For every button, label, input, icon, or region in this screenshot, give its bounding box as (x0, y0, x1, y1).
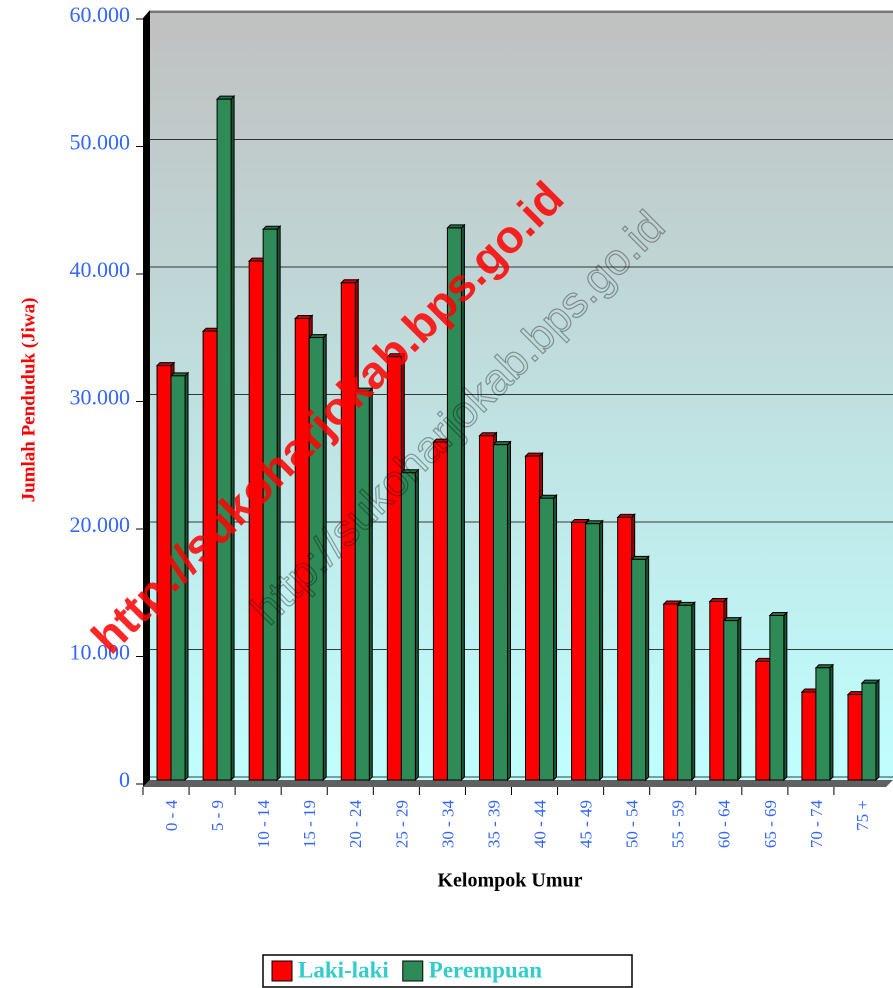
bar-front (525, 455, 541, 781)
y-tick-label: 0 (119, 767, 130, 792)
y-tick-label: 50.000 (70, 130, 131, 155)
bar (584, 519, 604, 782)
bar-front (677, 604, 693, 781)
x-tick-label: 35 - 39 (484, 800, 503, 848)
bar (630, 555, 650, 782)
bar (768, 611, 789, 782)
x-tick-label: 10 - 14 (254, 800, 273, 849)
bar-front (539, 497, 555, 781)
x-tick-label: 75 + (853, 800, 872, 831)
legend-label: Laki-laki (298, 957, 389, 982)
bar-front (308, 337, 324, 781)
bar-front (571, 521, 587, 781)
legend-label: Perempuan (429, 957, 543, 982)
y-tick-label: 60.000 (70, 2, 131, 27)
y-tick-label: 10.000 (70, 640, 131, 665)
bar-front (755, 660, 771, 781)
x-tick-label: 30 - 34 (438, 800, 457, 849)
bar-front (478, 435, 494, 781)
bar-front (631, 558, 647, 781)
bar (860, 678, 881, 782)
bar (814, 663, 835, 782)
bar-front (815, 667, 831, 781)
legend-swatch (402, 960, 424, 982)
y-axis-label: Jumlah Penduduk (Jiwa) (18, 298, 39, 503)
bar-front (861, 682, 877, 781)
x-tick-label: 55 - 59 (669, 800, 688, 848)
x-tick-label: 5 - 9 (208, 800, 227, 831)
bar-front (400, 472, 416, 781)
bar (308, 333, 328, 782)
x-tick-label: 60 - 64 (715, 800, 734, 849)
bar-front (847, 694, 863, 781)
y-tick-label: 20.000 (70, 512, 131, 537)
bar-front (386, 356, 402, 781)
bar-front (170, 375, 186, 781)
side-wall (143, 10, 150, 787)
x-tick-label: 15 - 19 (300, 800, 319, 848)
bar (722, 616, 742, 782)
bar-front (262, 228, 278, 781)
bar (169, 371, 190, 782)
x-axis-label: Kelompok Umur (438, 870, 583, 892)
bar-front (617, 516, 633, 781)
bar-front (432, 441, 448, 781)
x-tick-label: 40 - 44 (530, 800, 549, 849)
y-tick-label: 40.000 (70, 257, 131, 282)
x-tick-label: 70 - 74 (807, 800, 826, 849)
bar (354, 386, 374, 782)
bar (676, 601, 696, 782)
bar-front (769, 615, 785, 781)
bar (538, 494, 558, 782)
bar (492, 440, 512, 782)
bar (261, 224, 282, 782)
bar-front (723, 620, 739, 781)
bar-front (585, 523, 601, 781)
legend-swatch (271, 960, 293, 982)
x-tick-label: 45 - 49 (577, 800, 596, 848)
bar-front (354, 390, 370, 781)
bar-front (709, 601, 725, 781)
bar-front (216, 98, 232, 781)
x-tick-label: 0 - 4 (162, 800, 181, 832)
x-tick-label: 65 - 69 (761, 800, 780, 848)
legend-box (262, 954, 633, 988)
y-tick-label: 30.000 (70, 385, 131, 410)
x-tick-label: 20 - 24 (346, 800, 365, 849)
bar-front (663, 603, 679, 781)
bar-front (492, 444, 508, 781)
bar (446, 223, 466, 782)
x-tick-label: 25 - 29 (392, 800, 411, 848)
bar (215, 94, 236, 782)
floor (143, 780, 893, 787)
bar-front (446, 227, 462, 781)
bar (400, 468, 420, 782)
bar-front (801, 691, 817, 781)
x-tick-label: 50 - 54 (623, 800, 642, 849)
